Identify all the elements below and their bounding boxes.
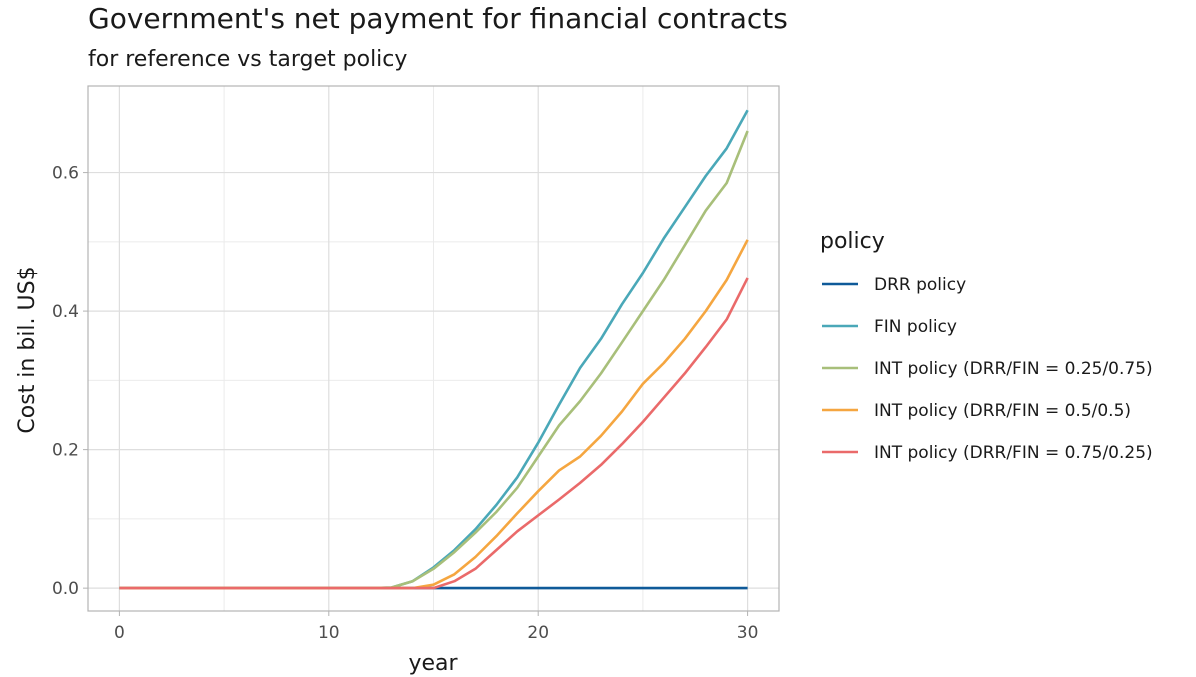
y-tick-label: 0.2	[52, 441, 79, 461]
chart-subtitle: for reference vs target policy	[88, 47, 407, 72]
series-line-5	[119, 277, 749, 590]
plot-border	[87, 85, 780, 612]
legend: policy DRR policy FIN policy INT policy (D…	[820, 229, 1153, 463]
legend-label-2: FIN policy	[874, 317, 957, 337]
y-axis-title: Cost in bil. US$	[15, 266, 40, 433]
y-tick-label: 0.6	[52, 164, 79, 184]
chart-title: Government's net payment for financial c…	[88, 2, 788, 35]
x-tick-label: 20	[527, 623, 549, 643]
y-tick-label: 0.0	[52, 579, 79, 599]
legend-title: policy	[820, 229, 885, 254]
legend-label-3: INT policy (DRR/FIN = 0.25/0.75)	[874, 359, 1153, 379]
plot-area: 0 10 20 30 0.0 0.2 0.4 0.6	[52, 85, 780, 643]
legend-label-4: INT policy (DRR/FIN = 0.5/0.5)	[874, 401, 1131, 421]
x-axis-title: year	[408, 651, 458, 676]
x-tick-label: 10	[318, 623, 340, 643]
y-tick-label: 0.4	[52, 302, 79, 322]
legend-label-5: INT policy (DRR/FIN = 0.75/0.25)	[874, 443, 1153, 463]
legend-label-1: DRR policy	[874, 275, 966, 295]
x-tick-label: 0	[114, 623, 125, 643]
x-tick-label: 30	[737, 623, 759, 643]
